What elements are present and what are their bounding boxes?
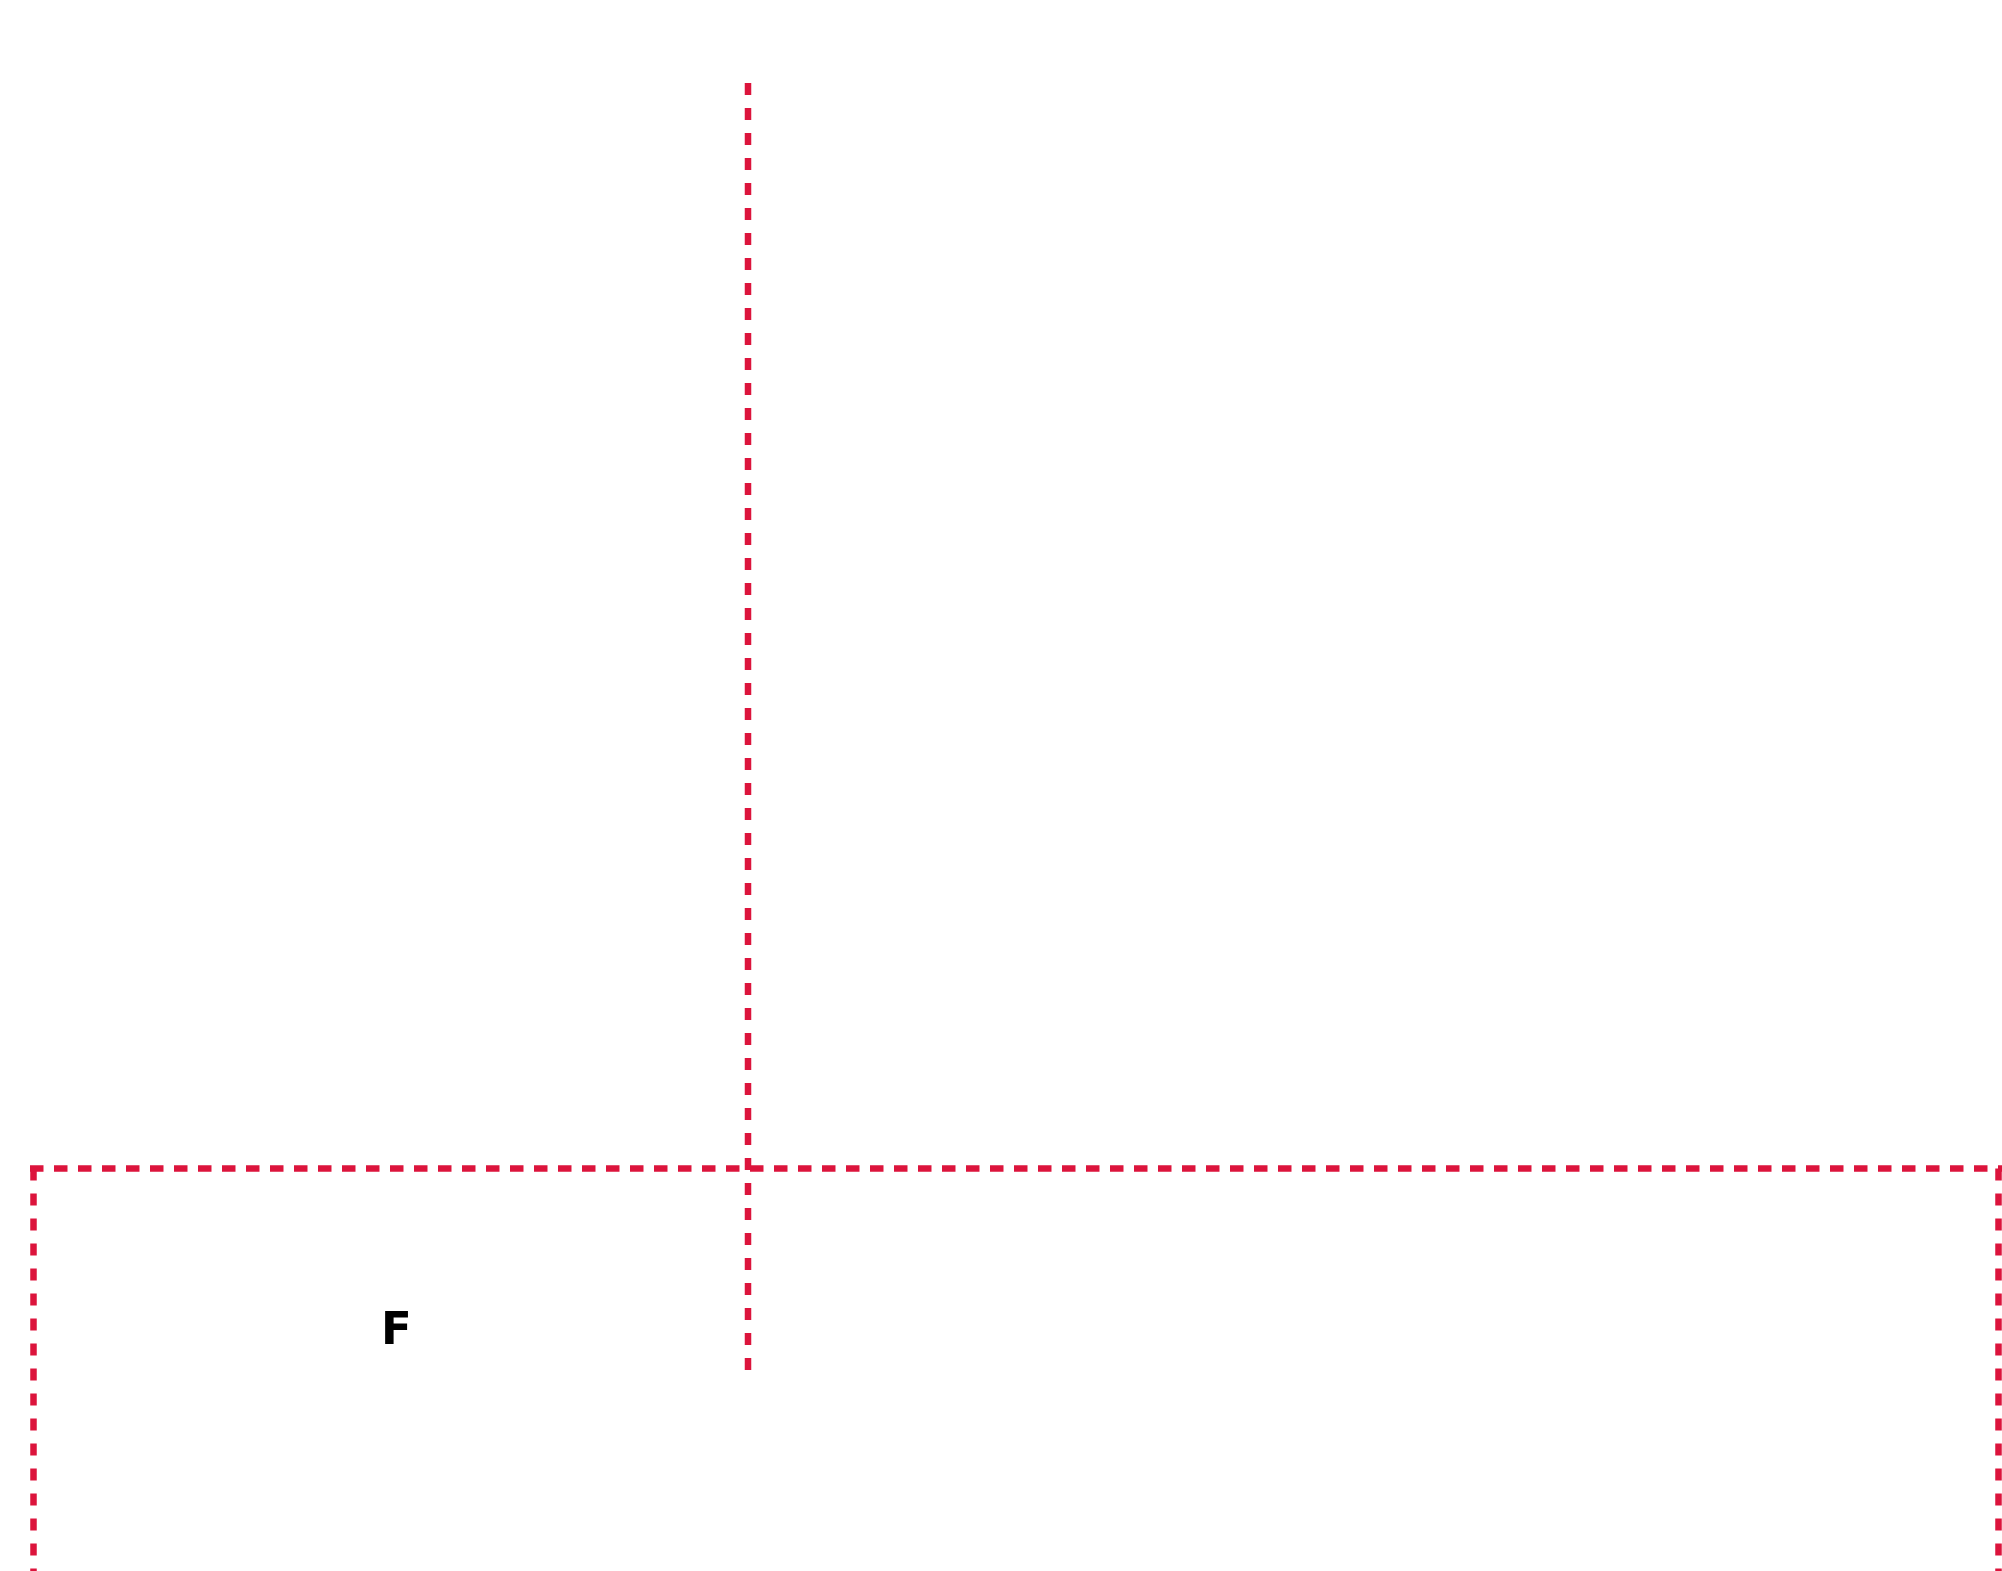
- region-label-f: F: [381, 1302, 412, 1355]
